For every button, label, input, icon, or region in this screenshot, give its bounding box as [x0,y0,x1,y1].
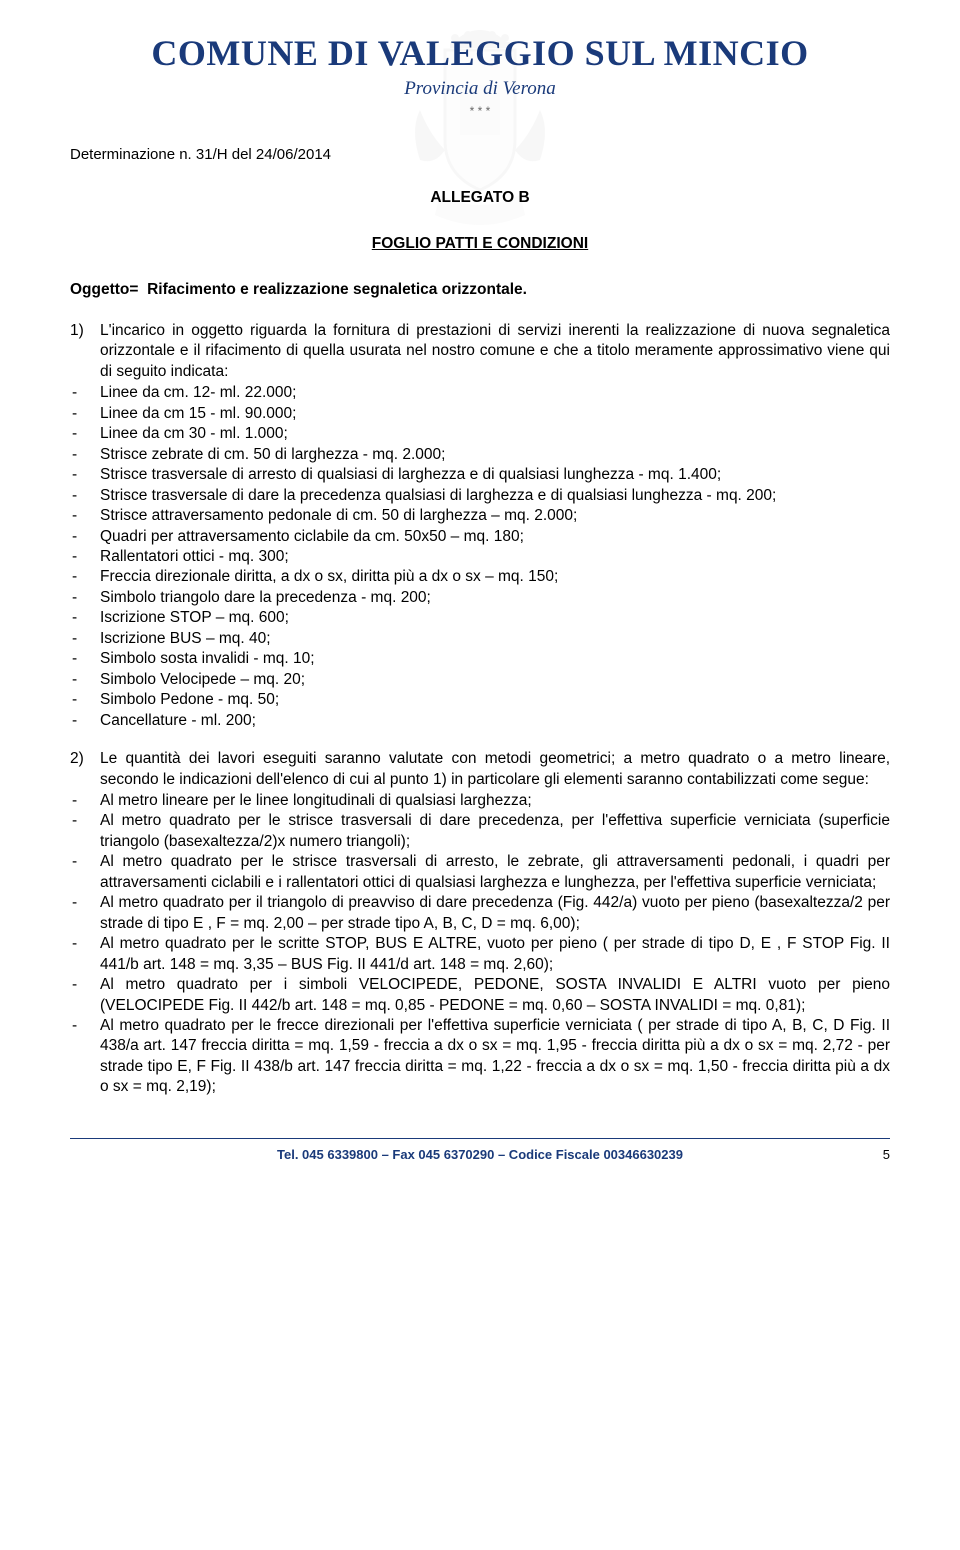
foglio-title: FOGLIO PATTI E CONDIZIONI [70,235,890,253]
list-dash: - [70,629,100,649]
footer-text: Tel. 045 6339800 – Fax 045 6370290 – Cod… [100,1147,860,1162]
list-dash: - [70,649,100,669]
list-item-text: Al metro quadrato per le frecce direzion… [100,1016,890,1098]
list-dash: - [70,934,100,975]
list-dash: - [70,465,100,485]
oggetto-label: Oggetto= [70,281,138,298]
list-item: -Strisce trasversale di dare la preceden… [70,486,890,506]
list-dash: - [70,791,100,811]
oggetto-line: Oggetto= Rifacimento e realizzazione seg… [70,281,890,299]
section-1-num: 1) [70,321,100,382]
list-item-text: Freccia direzionale diritta, a dx o sx, … [100,567,890,587]
list-item-text: Quadri per attraversamento ciclabile da … [100,527,890,547]
list-item: -Al metro quadrato per le scritte STOP, … [70,934,890,975]
list-item: -Al metro quadrato per i simboli VELOCIP… [70,975,890,1016]
list-item: -Simbolo Pedone - mq. 50; [70,690,890,710]
list-dash: - [70,608,100,628]
list-dash: - [70,567,100,587]
section-1-intro: L'incarico in oggetto riguarda la fornit… [100,321,890,382]
list-item: -Rallentatori ottici - mq. 300; [70,547,890,567]
list-dash: - [70,1016,100,1098]
list-item: -Strisce trasversale di arresto di quals… [70,465,890,485]
list-item-text: Rallentatori ottici - mq. 300; [100,547,890,567]
list-item-text: Al metro quadrato per il triangolo di pr… [100,893,890,934]
list-item-text: Linee da cm 15 - ml. 90.000; [100,404,890,424]
list-item: -Al metro quadrato per le frecce direzio… [70,1016,890,1098]
footer-page-number: 5 [860,1147,890,1162]
list-dash: - [70,588,100,608]
list-item-text: Simbolo Pedone - mq. 50; [100,690,890,710]
list-item-text: Simbolo sosta invalidi - mq. 10; [100,649,890,669]
list-dash: - [70,711,100,731]
list-item: -Linee da cm. 12- ml. 22.000; [70,383,890,403]
list-dash: - [70,506,100,526]
list-dash: - [70,383,100,403]
list-item: -Linee da cm 15 - ml. 90.000; [70,404,890,424]
list-item: -Al metro lineare per le linee longitudi… [70,791,890,811]
section-2-num: 2) [70,749,100,790]
list-item: -Al metro quadrato per le strisce trasve… [70,852,890,893]
list-item-text: Strisce trasversale di arresto di qualsi… [100,465,890,485]
list-item-text: Al metro quadrato per le strisce trasver… [100,811,890,852]
footer: Tel. 045 6339800 – Fax 045 6370290 – Cod… [70,1138,890,1162]
list-item-text: Simbolo Velocipede – mq. 20; [100,670,890,690]
oggetto-text: Rifacimento e realizzazione segnaletica … [147,281,527,298]
determination-line: Determinazione n. 31/H del 24/06/2014 [70,146,890,163]
list-item: -Al metro quadrato per le strisce trasve… [70,811,890,852]
list-dash: - [70,670,100,690]
list-dash: - [70,811,100,852]
list-item: -Simbolo triangolo dare la precedenza - … [70,588,890,608]
list-dash: - [70,975,100,1016]
section-2-list: -Al metro lineare per le linee longitudi… [70,791,890,1098]
header-title: COMUNE DI VALEGGIO SUL MINCIO [70,32,890,74]
list-item-text: Linee da cm. 12- ml. 22.000; [100,383,890,403]
list-item: -Linee da cm 30 - ml. 1.000; [70,424,890,444]
list-item-text: Linee da cm 30 - ml. 1.000; [100,424,890,444]
list-item: -Simbolo Velocipede – mq. 20; [70,670,890,690]
list-item: -Simbolo sosta invalidi - mq. 10; [70,649,890,669]
header-subtitle: Provincia di Verona [70,78,890,100]
list-item-text: Strisce trasversale di dare la precedenz… [100,486,890,506]
list-dash: - [70,547,100,567]
list-dash: - [70,404,100,424]
list-item: -Strisce attraversamento pedonale di cm.… [70,506,890,526]
list-item-text: Al metro quadrato per le strisce trasver… [100,852,890,893]
section-2-intro: Le quantità dei lavori eseguiti saranno … [100,749,890,790]
list-dash: - [70,424,100,444]
list-item: -Quadri per attraversamento ciclabile da… [70,527,890,547]
list-dash: - [70,690,100,710]
list-dash: - [70,445,100,465]
list-item-text: Al metro quadrato per le scritte STOP, B… [100,934,890,975]
list-dash: - [70,893,100,934]
list-dash: - [70,852,100,893]
list-item-text: Iscrizione STOP – mq. 600; [100,608,890,628]
list-item-text: Al metro lineare per le linee longitudin… [100,791,890,811]
list-item: -Strisce zebrate di cm. 50 di larghezza … [70,445,890,465]
section-1: 1) L'incarico in oggetto riguarda la for… [70,321,890,382]
list-item-text: Strisce attraversamento pedonale di cm. … [100,506,890,526]
section-1-list: -Linee da cm. 12- ml. 22.000;-Linee da c… [70,383,890,731]
list-item-text: Simbolo triangolo dare la precedenza - m… [100,588,890,608]
list-item-text: Strisce zebrate di cm. 50 di larghezza -… [100,445,890,465]
list-dash: - [70,486,100,506]
list-item-text: Iscrizione BUS – mq. 40; [100,629,890,649]
allegato-label: ALLEGATO B [70,189,890,207]
list-item-text: Al metro quadrato per i simboli VELOCIPE… [100,975,890,1016]
list-dash: - [70,527,100,547]
list-item: -Al metro quadrato per il triangolo di p… [70,893,890,934]
section-2: 2) Le quantità dei lavori eseguiti saran… [70,749,890,790]
list-item: -Iscrizione STOP – mq. 600; [70,608,890,628]
list-item: -Freccia direzionale diritta, a dx o sx,… [70,567,890,587]
list-item: -Iscrizione BUS – mq. 40; [70,629,890,649]
list-item-text: Cancellature - ml. 200; [100,711,890,731]
list-item: -Cancellature - ml. 200; [70,711,890,731]
header-stars: * * * [70,104,890,118]
